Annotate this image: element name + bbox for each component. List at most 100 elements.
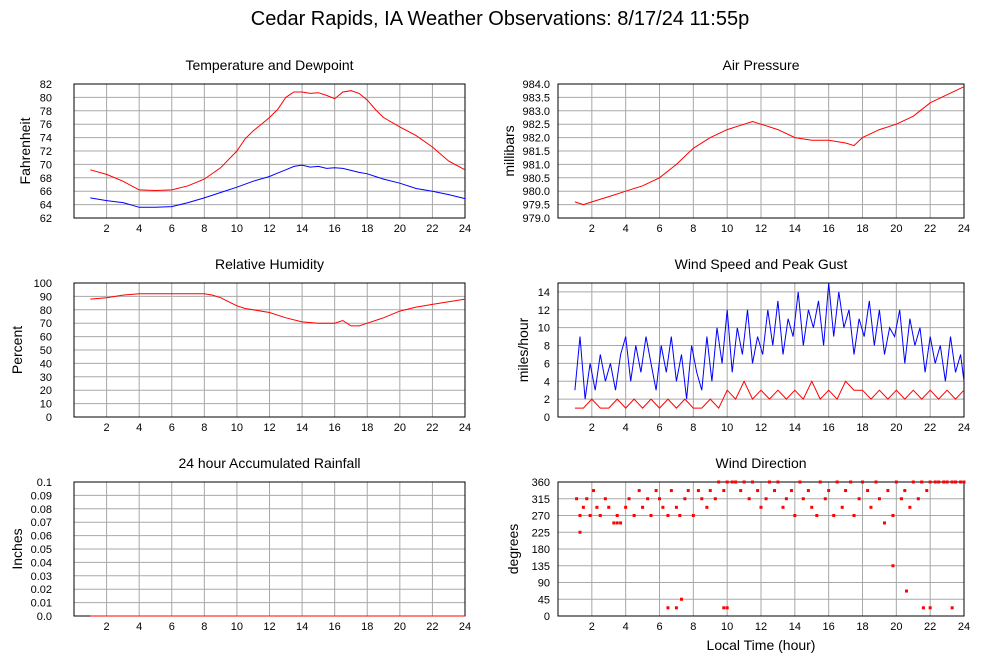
x-tick-label: 20 bbox=[890, 422, 902, 434]
data-point bbox=[637, 489, 641, 493]
x-tick-label: 4 bbox=[623, 621, 629, 633]
x-tick-label: 14 bbox=[296, 223, 308, 235]
y-tick-label: 0.06 bbox=[31, 531, 52, 543]
data-point bbox=[857, 497, 861, 501]
data-point bbox=[679, 597, 683, 601]
y-tick-label: 40 bbox=[40, 358, 52, 370]
y-tick-label: 10 bbox=[40, 399, 52, 411]
x-tick-label: 16 bbox=[823, 223, 835, 235]
y-tick-label: 60 bbox=[40, 332, 52, 344]
y-tick-label: 45 bbox=[538, 594, 550, 606]
data-point bbox=[882, 521, 886, 525]
data-point bbox=[722, 606, 726, 610]
y-tick-label: 0.03 bbox=[31, 571, 52, 583]
x-tick-label: 18 bbox=[856, 422, 868, 434]
data-point bbox=[899, 497, 903, 501]
plot-frame bbox=[73, 83, 466, 219]
data-point bbox=[921, 606, 925, 610]
data-point bbox=[674, 606, 678, 610]
x-tick-label: 16 bbox=[329, 621, 341, 633]
x-tick-label: 16 bbox=[823, 621, 835, 633]
y-tick-label: 62 bbox=[40, 213, 52, 225]
data-point bbox=[789, 489, 793, 493]
data-point bbox=[933, 480, 937, 484]
data-point bbox=[717, 480, 721, 484]
data-point bbox=[603, 497, 607, 501]
data-point bbox=[869, 505, 873, 509]
data-point bbox=[916, 497, 920, 501]
x-tick-label: 4 bbox=[623, 223, 629, 235]
y-tick-label: 6 bbox=[544, 358, 550, 370]
data-point bbox=[607, 505, 611, 509]
data-point bbox=[773, 489, 777, 493]
y-tick-label: 180 bbox=[532, 544, 550, 556]
x-tick-label: 2 bbox=[589, 621, 595, 633]
data-point bbox=[937, 480, 941, 484]
data-point bbox=[700, 497, 704, 501]
data-point bbox=[641, 505, 645, 509]
chart-title: Wind Direction bbox=[715, 455, 806, 471]
chart-title: 24 hour Accumulated Rainfall bbox=[178, 455, 360, 471]
data-point bbox=[784, 497, 788, 501]
data-point bbox=[886, 489, 890, 493]
data-point bbox=[928, 606, 932, 610]
x-tick-label: 20 bbox=[890, 621, 902, 633]
x-tick-label: 14 bbox=[789, 621, 801, 633]
page-title: Cedar Rapids, IA Weather Observations: 8… bbox=[250, 8, 750, 30]
data-point bbox=[683, 497, 687, 501]
x-tick-label: 4 bbox=[136, 621, 142, 633]
data-point bbox=[781, 505, 785, 509]
y-tick-label: 0.0 bbox=[37, 611, 52, 623]
data-point bbox=[852, 514, 856, 517]
y-tick-label: 70 bbox=[40, 318, 52, 330]
data-point bbox=[747, 497, 751, 501]
y-tick-label: 2 bbox=[544, 394, 550, 406]
data-point bbox=[619, 521, 623, 525]
data-point bbox=[823, 497, 827, 501]
x-tick-label: 24 bbox=[459, 223, 471, 235]
chart-title: Temperature and Dewpoint bbox=[185, 57, 353, 73]
data-point bbox=[840, 505, 844, 509]
x-tick-label: 24 bbox=[958, 223, 970, 235]
data-point bbox=[661, 505, 665, 509]
x-tick-label: 16 bbox=[329, 223, 341, 235]
x-tick-label: 6 bbox=[656, 223, 662, 235]
y-tick-label: 135 bbox=[532, 561, 550, 573]
x-tick-label: 18 bbox=[856, 621, 868, 633]
x-tick-label: 24 bbox=[459, 621, 471, 633]
x-tick-label: 22 bbox=[426, 223, 438, 235]
y-tick-label: 12 bbox=[538, 305, 550, 317]
data-point bbox=[844, 489, 848, 493]
data-point bbox=[818, 480, 822, 484]
data-point bbox=[615, 521, 619, 525]
x-tick-label: 18 bbox=[361, 223, 373, 235]
x-tick-label: 22 bbox=[924, 223, 936, 235]
data-point bbox=[725, 480, 729, 484]
data-point bbox=[669, 489, 673, 493]
y-tick-label: 0.07 bbox=[31, 517, 52, 529]
data-point bbox=[578, 530, 582, 534]
data-point bbox=[742, 480, 746, 484]
y-tick-label: 74 bbox=[40, 133, 52, 145]
x-tick-label: 4 bbox=[623, 422, 629, 434]
data-point bbox=[581, 505, 585, 509]
data-point bbox=[686, 489, 690, 493]
y-tick-label: 270 bbox=[532, 511, 550, 523]
data-point bbox=[798, 480, 802, 484]
x-tick-label: 12 bbox=[755, 422, 767, 434]
y-tick-label: 360 bbox=[532, 477, 550, 489]
y-axis-label: Percent bbox=[9, 326, 25, 374]
y-tick-label: 0 bbox=[46, 412, 52, 424]
y-tick-label: 82 bbox=[40, 79, 52, 91]
y-axis-label: miles/hour bbox=[515, 317, 531, 382]
x-tick-label: 6 bbox=[169, 621, 175, 633]
y-tick-label: 8 bbox=[544, 341, 550, 353]
y-tick-label: 80 bbox=[40, 92, 52, 104]
y-tick-label: 90 bbox=[538, 578, 550, 590]
data-point bbox=[908, 505, 912, 509]
data-point bbox=[646, 497, 650, 501]
